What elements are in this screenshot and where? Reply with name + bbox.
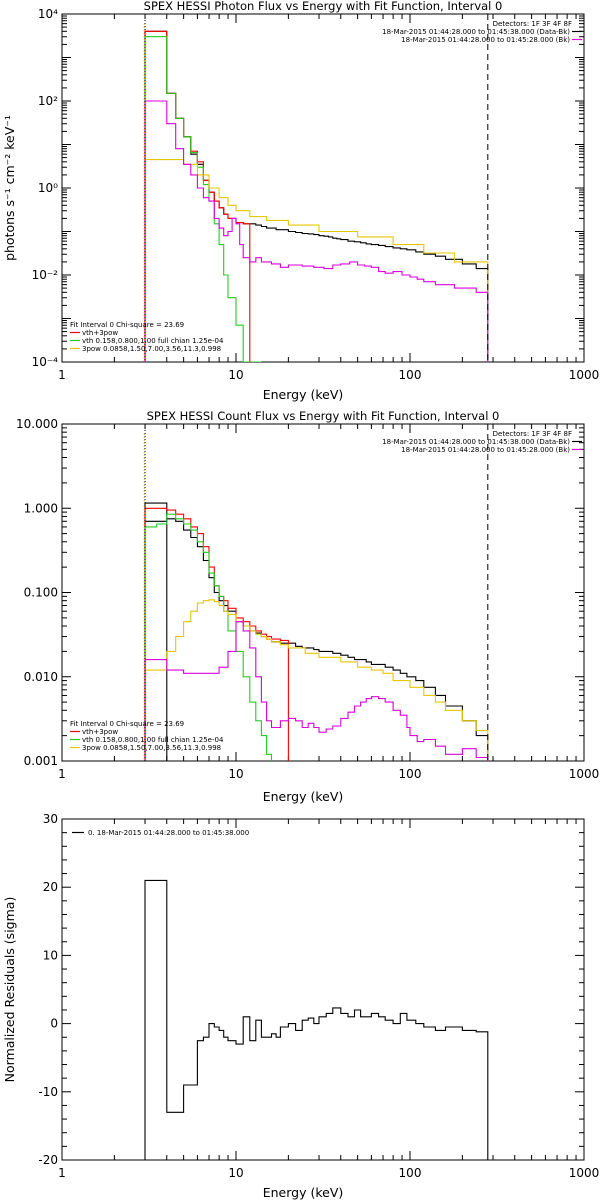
count-x-tick-label: 100 xyxy=(399,767,422,781)
photon-x-label: Energy (keV) xyxy=(263,387,344,402)
count-legend-header: Detectors: 1F 3F 4F 8F xyxy=(493,430,572,438)
count-y-tick-label: 1.000 xyxy=(24,501,58,515)
count-fit-entry: 3pow 0.0858,1.50,7.00,3.56,11.3,0.998 xyxy=(82,744,221,752)
photon-legend-header: Detectors: 1F 3F 4F 8F xyxy=(493,20,572,28)
count-y-tick-label: 10.000 xyxy=(16,417,58,431)
resid-y-tick-label: 20 xyxy=(43,880,58,894)
count-series-magenta-5 xyxy=(144,621,489,761)
resid-y-tick-label: 10 xyxy=(43,948,58,962)
photon-title: SPEX HESSI Photon Flux vs Energy with Fi… xyxy=(144,0,503,13)
count-series-green-3 xyxy=(144,513,273,761)
count-y-tick-label: 0.100 xyxy=(24,586,58,600)
photon-legend-entry: 18-Mar-2015 01:44:28.000 to 01:45:38.000… xyxy=(382,28,570,36)
photon-legend-entry: 18-Mar-2015 01:44:28.000 to 01:45:28.000… xyxy=(401,36,570,44)
photon-series-black-0 xyxy=(144,30,489,362)
photon-y-tick-label: 10⁰ xyxy=(38,181,58,195)
count-x-tick-label: 1 xyxy=(58,767,66,781)
photon-y-tick-label: 10² xyxy=(38,94,58,108)
photon-y-tick-label: 10⁻² xyxy=(32,268,59,282)
photon-y-tick-label: 10⁴ xyxy=(38,7,58,21)
photon-panel: 1 10 100 1000 10⁴ 10² 10⁰ 10⁻² 10⁻⁴ SPEX HESSI Ph… xyxy=(2,0,599,402)
count-series-black-0 xyxy=(144,518,489,761)
count-fit-entry: vth+3pow xyxy=(82,728,118,736)
count-x-tick-label: 1000 xyxy=(569,767,600,781)
photon-series-red-1 xyxy=(144,30,251,362)
photon-x-axis: 1 10 100 1000 xyxy=(58,14,599,382)
photon-x-tick-label: 10 xyxy=(228,368,243,382)
photon-x-tick-label: 1 xyxy=(58,368,66,382)
count-fit-entry: vth 0.158,0.800,1.00 full chian 1.25e-04 xyxy=(82,736,224,744)
resid-legend-top: 0. 18-Mar-2015 01:44:28.000 to 01:45:38.… xyxy=(72,829,249,837)
resid-legend-entry: 0. 18-Mar-2015 01:44:28.000 to 01:45:38.… xyxy=(88,829,249,837)
count-legend-entry: 18-Mar-2015 01:44:28.000 to 01:45:38.000… xyxy=(382,438,570,446)
resid-y-axis: 30 20 10 0 -10 -20 xyxy=(38,812,584,1167)
count-x-tick-label: 10 xyxy=(228,767,243,781)
count-y-tick-label: 0.001 xyxy=(24,754,58,768)
count-y-tick-label: 0.010 xyxy=(24,670,58,684)
resid-y-tick-label: 30 xyxy=(43,812,58,826)
photon-fit-entry: 3pow 0.0858,1.50,7.00,3.56,11.3,0.998 xyxy=(82,345,221,353)
resid-x-tick-label: 10 xyxy=(228,1166,243,1180)
photon-fit-entry: vth 0.158,0.800,1.00 full chian 1.25e-04 xyxy=(82,337,224,345)
photon-fit-header: Fit Interval 0 Chi-square = 23.69 xyxy=(70,321,184,329)
photon-y-label: photons s⁻¹ cm⁻² keV⁻¹ xyxy=(2,115,17,261)
photon-y-axis: 10⁴ 10² 10⁰ 10⁻² 10⁻⁴ xyxy=(32,7,584,369)
photon-data xyxy=(144,30,489,362)
resid-plot-frame xyxy=(61,818,585,1161)
resid-y-tick-label: -20 xyxy=(38,1153,58,1167)
photon-plot-frame xyxy=(61,13,585,363)
count-y-axis: 10.000 1.000 0.100 0.010 0.001 xyxy=(16,417,584,768)
photon-y-tick-label: 10⁻⁴ xyxy=(32,355,59,369)
count-legend-entry: 18-Mar-2015 01:44:28.000 to 01:45:28.000… xyxy=(401,446,570,454)
resid-x-tick-label: 1000 xyxy=(569,1166,600,1180)
resid-y-label: Normalized Residuals (sigma) xyxy=(2,897,17,1083)
resid-series-black-0 xyxy=(144,879,489,1160)
count-legend-bottom: Fit Interval 0 Chi-square = 23.69vth+3po… xyxy=(70,720,224,752)
photon-fit-entry: vth+3pow xyxy=(82,329,118,337)
resid-y-tick-label: 0 xyxy=(50,1017,58,1031)
resid-x-tick-label: 1 xyxy=(58,1166,66,1180)
count-title: SPEX HESSI Count Flux vs Energy with Fit… xyxy=(147,409,500,423)
photon-series-green-2 xyxy=(144,36,262,362)
count-x-axis: 1 10 100 1000 xyxy=(58,424,599,781)
photon-series-magenta-4 xyxy=(144,100,489,362)
photon-legend-bottom: Fit Interval 0 Chi-square = 23.69vth+3po… xyxy=(70,321,224,353)
resid-x-tick-label: 100 xyxy=(399,1166,422,1180)
photon-x-tick-label: 100 xyxy=(399,368,422,382)
count-x-label: Energy (keV) xyxy=(263,789,344,804)
resid-x-axis: 1 10 100 1000 xyxy=(58,819,599,1180)
resid-y-tick-label: -10 xyxy=(38,1085,58,1099)
resid-data xyxy=(144,879,489,1160)
photon-series-gold-3 xyxy=(144,159,489,362)
resid-x-label: Energy (keV) xyxy=(263,1185,344,1200)
count-panel: 1 10 100 1000 10.000 1.000 0.100 0.010 0.001 SPEX… xyxy=(16,409,599,804)
count-series-gold-4 xyxy=(144,599,489,761)
photon-x-tick-label: 1000 xyxy=(569,368,600,382)
count-fit-header: Fit Interval 0 Chi-square = 23.69 xyxy=(70,720,184,728)
count-data xyxy=(144,502,489,761)
count-plot-frame xyxy=(61,423,585,762)
